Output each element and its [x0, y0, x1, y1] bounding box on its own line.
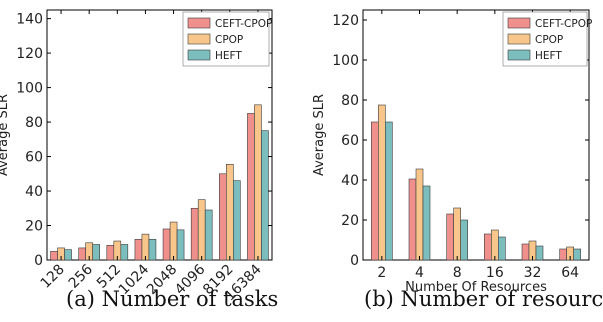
- ytick-label-a-0: 0: [34, 253, 43, 269]
- bar-b-cpop-16: [491, 229, 499, 261]
- ytick-label-a-120: 120: [16, 46, 43, 62]
- bar-b-cpop-2: [378, 104, 386, 261]
- bar-b-ceft-cpop-64: [559, 248, 567, 261]
- bar-b-ceft-cpop-4: [408, 178, 417, 261]
- bar-b-heft-8: [460, 219, 468, 261]
- xtick-label-b-64: 64: [561, 265, 579, 281]
- bar-a-ceft-cpop-128: [50, 251, 58, 261]
- bar-b-cpop-8: [453, 207, 461, 261]
- bar-a-heft-4096: [204, 209, 213, 261]
- legend-label-a-ceft-cpop: CEFT-CPOP: [215, 18, 272, 30]
- bar-a-heft-8192: [233, 180, 241, 261]
- bar-a-ceft-cpop-2048: [162, 228, 171, 261]
- legend-swatch-b-cpop: [507, 33, 531, 45]
- bar-b-ceft-cpop-2: [371, 121, 379, 261]
- bar-b-ceft-cpop-32: [521, 243, 530, 261]
- ytick-label-a-40: 40: [25, 184, 43, 200]
- caption-a: (a) Number of tasks: [66, 287, 279, 311]
- bar-a-ceft-cpop-512: [106, 245, 115, 261]
- bar-b-ceft-cpop-16: [484, 233, 492, 261]
- bar-a-cpop-8192: [226, 164, 234, 261]
- legend-label-b-cpop: CPOP: [535, 34, 563, 46]
- bar-b-ceft-cpop-8: [446, 213, 454, 261]
- bar-b-cpop-4: [415, 168, 424, 261]
- ylabel-a: Average SLR: [0, 94, 11, 176]
- bar-a-heft-16384: [261, 130, 269, 261]
- legend-swatch-a-heft: [187, 49, 211, 61]
- legend-swatch-a-cpop: [187, 33, 211, 45]
- legend-swatch-a-ceft-cpop: [187, 17, 211, 29]
- xlabel-b: Number Of Resources: [405, 280, 547, 295]
- bar-b-heft-2: [385, 121, 393, 261]
- legend-swatch-b-ceft-cpop: [507, 17, 531, 29]
- bar-a-heft-128: [64, 249, 72, 261]
- xtick-label-b-2: 2: [377, 265, 386, 281]
- legend-label-a-cpop: CPOP: [215, 34, 243, 46]
- legend-swatch-b-heft: [507, 49, 531, 61]
- bar-a-cpop-4096: [197, 199, 206, 261]
- bar-a-ceft-cpop-256: [78, 247, 86, 261]
- bar-a-ceft-cpop-16384: [247, 113, 255, 261]
- ytick-label-b-80: 80: [341, 93, 359, 109]
- bar-b-heft-64: [573, 248, 581, 261]
- ytick-label-b-0: 0: [350, 253, 359, 269]
- bar-a-ceft-cpop-4096: [190, 207, 199, 261]
- legend-label-b-heft: HEFT: [535, 50, 562, 62]
- xtick-label-b-16: 16: [486, 265, 504, 281]
- bar-a-heft-2048: [176, 229, 185, 261]
- ytick-label-b-100: 100: [332, 53, 359, 69]
- bar-a-cpop-16384: [254, 104, 262, 261]
- ytick-label-b-60: 60: [341, 133, 359, 149]
- bar-b-heft-16: [498, 236, 506, 261]
- bar-a-heft-256: [92, 244, 100, 261]
- xtick-label-b-8: 8: [453, 265, 462, 281]
- bar-a-ceft-cpop-8192: [219, 173, 227, 261]
- ytick-label-a-20: 20: [25, 219, 43, 235]
- bar-b-heft-32: [535, 245, 544, 261]
- ytick-label-b-120: 120: [332, 13, 359, 29]
- ytick-label-a-100: 100: [16, 81, 43, 97]
- legend-label-b-ceft-cpop: CEFT-CPOP: [535, 18, 592, 30]
- ylabel-b: Average SLR: [312, 94, 327, 176]
- legend-label-a-heft: HEFT: [215, 50, 242, 62]
- xtick-label-b-32: 32: [524, 265, 542, 281]
- ytick-label-b-20: 20: [341, 213, 359, 229]
- xtick-label-b-4: 4: [415, 265, 424, 281]
- ytick-label-a-80: 80: [25, 115, 43, 131]
- bar-b-heft-4: [422, 185, 431, 261]
- bar-a-heft-512: [120, 244, 129, 261]
- ytick-label-b-40: 40: [341, 173, 359, 189]
- bar-a-heft-1024: [148, 239, 157, 261]
- bar-a-ceft-cpop-1024: [134, 239, 143, 261]
- caption-b: (b) Number of resources: [364, 287, 603, 311]
- ytick-label-a-60: 60: [25, 150, 43, 166]
- ytick-label-a-140: 140: [16, 12, 43, 28]
- bar-a-cpop-2048: [169, 221, 178, 261]
